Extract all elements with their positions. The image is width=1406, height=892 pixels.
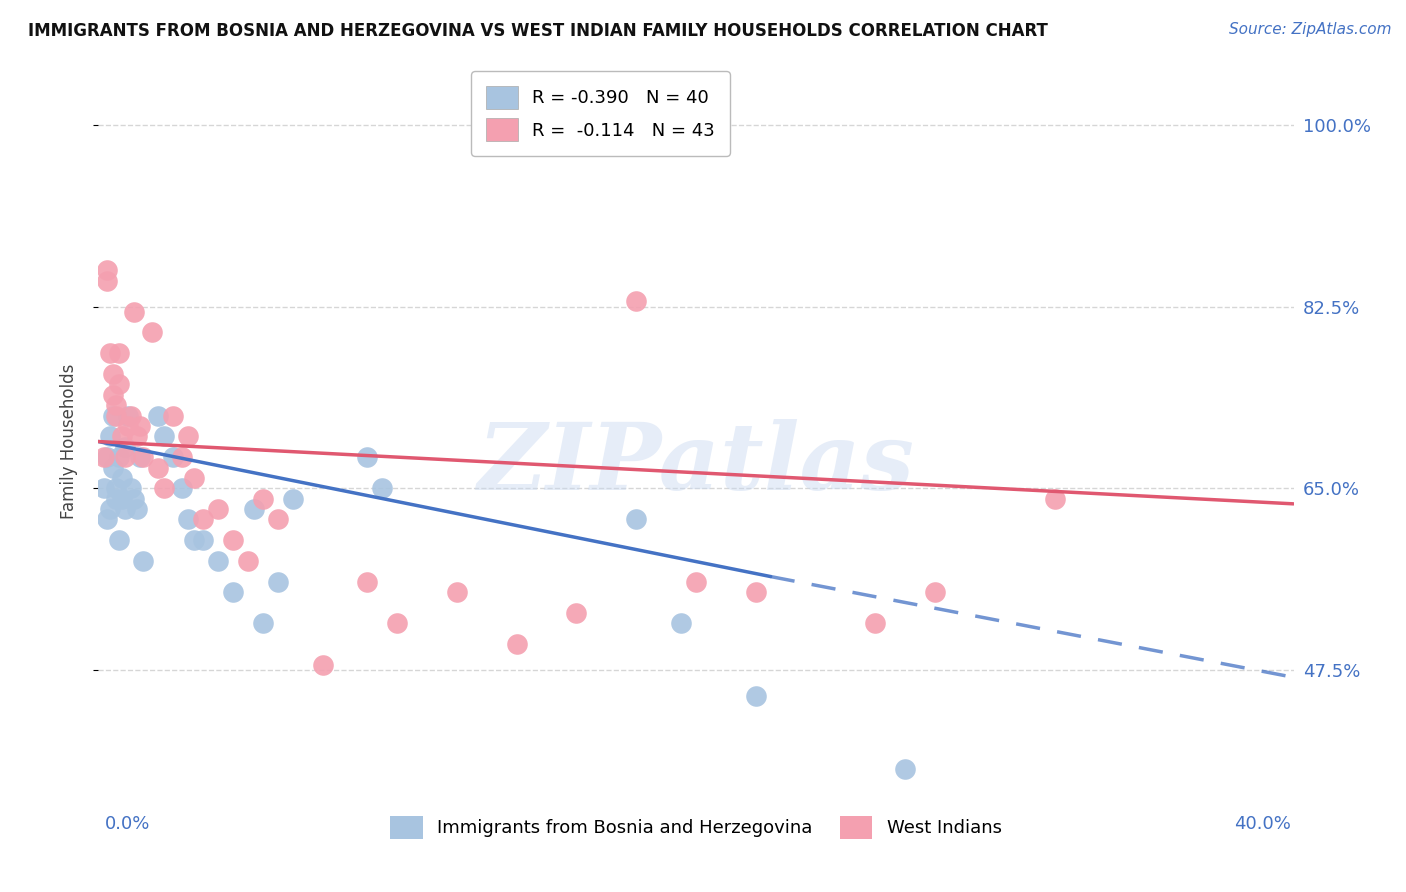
Point — [177, 512, 200, 526]
Point — [120, 409, 142, 423]
Point — [207, 554, 229, 568]
Point — [153, 481, 176, 495]
Text: ZIPatlas: ZIPatlas — [478, 419, 914, 509]
Point — [894, 762, 917, 776]
Text: 40.0%: 40.0% — [1233, 815, 1291, 833]
Text: 0.0%: 0.0% — [104, 815, 150, 833]
Point — [148, 409, 170, 423]
Point — [252, 616, 274, 631]
Point — [162, 409, 184, 423]
Point — [669, 616, 692, 631]
Point — [565, 606, 588, 620]
Point — [371, 481, 394, 495]
Point — [385, 616, 409, 631]
Point — [281, 491, 304, 506]
Point — [129, 419, 152, 434]
Point — [93, 450, 115, 464]
Point — [626, 512, 648, 526]
Y-axis label: Family Households: Family Households — [59, 364, 77, 519]
Point — [311, 657, 333, 672]
Point — [93, 481, 115, 495]
Point — [108, 346, 131, 360]
Point — [111, 429, 134, 443]
Point — [356, 574, 378, 589]
Point — [105, 398, 128, 412]
Point — [132, 554, 155, 568]
Text: IMMIGRANTS FROM BOSNIA AND HERZEGOVINA VS WEST INDIAN FAMILY HOUSEHOLDS CORRELAT: IMMIGRANTS FROM BOSNIA AND HERZEGOVINA V… — [28, 22, 1047, 40]
Point — [162, 450, 184, 464]
Point — [141, 326, 163, 340]
Point — [105, 481, 128, 495]
Point — [626, 294, 648, 309]
Point — [267, 512, 290, 526]
Point — [356, 450, 378, 464]
Point — [98, 502, 122, 516]
Point — [191, 533, 214, 548]
Point — [252, 491, 274, 506]
Point — [172, 450, 194, 464]
Point — [267, 574, 290, 589]
Text: Source: ZipAtlas.com: Source: ZipAtlas.com — [1229, 22, 1392, 37]
Point — [132, 450, 155, 464]
Point — [120, 481, 142, 495]
Point — [111, 491, 134, 506]
Point — [105, 491, 128, 506]
Point — [191, 512, 214, 526]
Point — [745, 585, 768, 599]
Point — [183, 533, 205, 548]
Point — [1043, 491, 1066, 506]
Point — [236, 554, 259, 568]
Point — [103, 367, 125, 381]
Point — [183, 471, 205, 485]
Point — [108, 377, 131, 392]
Legend: Immigrants from Bosnia and Herzegovina, West Indians: Immigrants from Bosnia and Herzegovina, … — [375, 801, 1017, 854]
Point — [446, 585, 468, 599]
Point — [96, 263, 118, 277]
Point — [924, 585, 946, 599]
Point — [129, 450, 152, 464]
Point — [177, 429, 200, 443]
Point — [96, 450, 118, 464]
Point — [243, 502, 266, 516]
Point — [103, 409, 125, 423]
Point — [103, 388, 125, 402]
Point — [685, 574, 707, 589]
Point — [96, 274, 118, 288]
Point — [222, 585, 245, 599]
Point — [127, 502, 149, 516]
Point — [111, 471, 134, 485]
Point — [108, 533, 131, 548]
Point — [745, 689, 768, 703]
Point — [114, 502, 136, 516]
Point — [124, 304, 146, 318]
Point — [114, 440, 136, 454]
Point — [103, 460, 125, 475]
Point — [117, 409, 139, 423]
Point — [153, 429, 176, 443]
Point — [506, 637, 529, 651]
Point — [172, 481, 194, 495]
Point — [207, 502, 229, 516]
Point — [148, 460, 170, 475]
Point — [117, 419, 139, 434]
Point — [124, 491, 146, 506]
Point — [127, 429, 149, 443]
Point — [98, 429, 122, 443]
Point — [98, 346, 122, 360]
Point — [105, 409, 128, 423]
Point — [865, 616, 887, 631]
Point — [96, 512, 118, 526]
Point — [108, 450, 131, 464]
Point — [114, 450, 136, 464]
Point — [222, 533, 245, 548]
